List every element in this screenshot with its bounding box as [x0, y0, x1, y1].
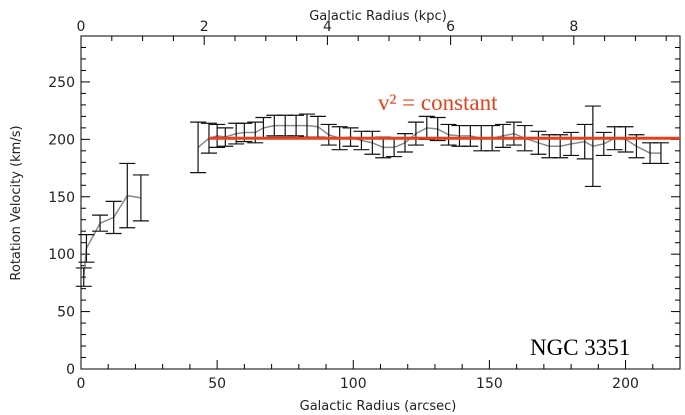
x-axis-top-title: Galactic Radius (kpc) — [309, 9, 447, 24]
y-axis-title: Rotation Velocity (km/s) — [9, 125, 24, 280]
y-tick-label: 0 — [66, 362, 75, 378]
x-top-tick-label: 0 — [77, 19, 86, 35]
y-tick-label: 150 — [48, 190, 75, 206]
x-bottom-tick-label: 0 — [77, 376, 86, 392]
y-tick-label: 250 — [48, 75, 75, 91]
series-line — [197, 124, 661, 154]
galaxy-label: NGC 3351 — [530, 335, 630, 360]
x-axis-bottom-title: Galactic Radius (arcsec) — [300, 399, 457, 414]
x-bottom-tick-label: 100 — [340, 376, 367, 392]
y-tick-label: 50 — [57, 305, 75, 321]
x-bottom-tick-label: 150 — [476, 376, 503, 392]
y-tick-label: 100 — [48, 247, 75, 263]
fit-annotation: v² = constant — [378, 90, 498, 115]
data-series — [75, 105, 669, 287]
y-tick-label: 200 — [48, 132, 75, 148]
x-top-tick-label: 2 — [200, 19, 209, 35]
axis-ticks: 0 50 100 150 200 0 2 4 6 8 0 50 100 150 200 250 — [48, 19, 681, 392]
x-top-tick-label: 6 — [446, 19, 455, 35]
x-top-tick-label: 8 — [569, 19, 578, 35]
x-bottom-tick-label: 200 — [612, 376, 639, 392]
x-top-tick-label: 4 — [323, 19, 332, 35]
x-bottom-tick-label: 50 — [208, 376, 226, 392]
